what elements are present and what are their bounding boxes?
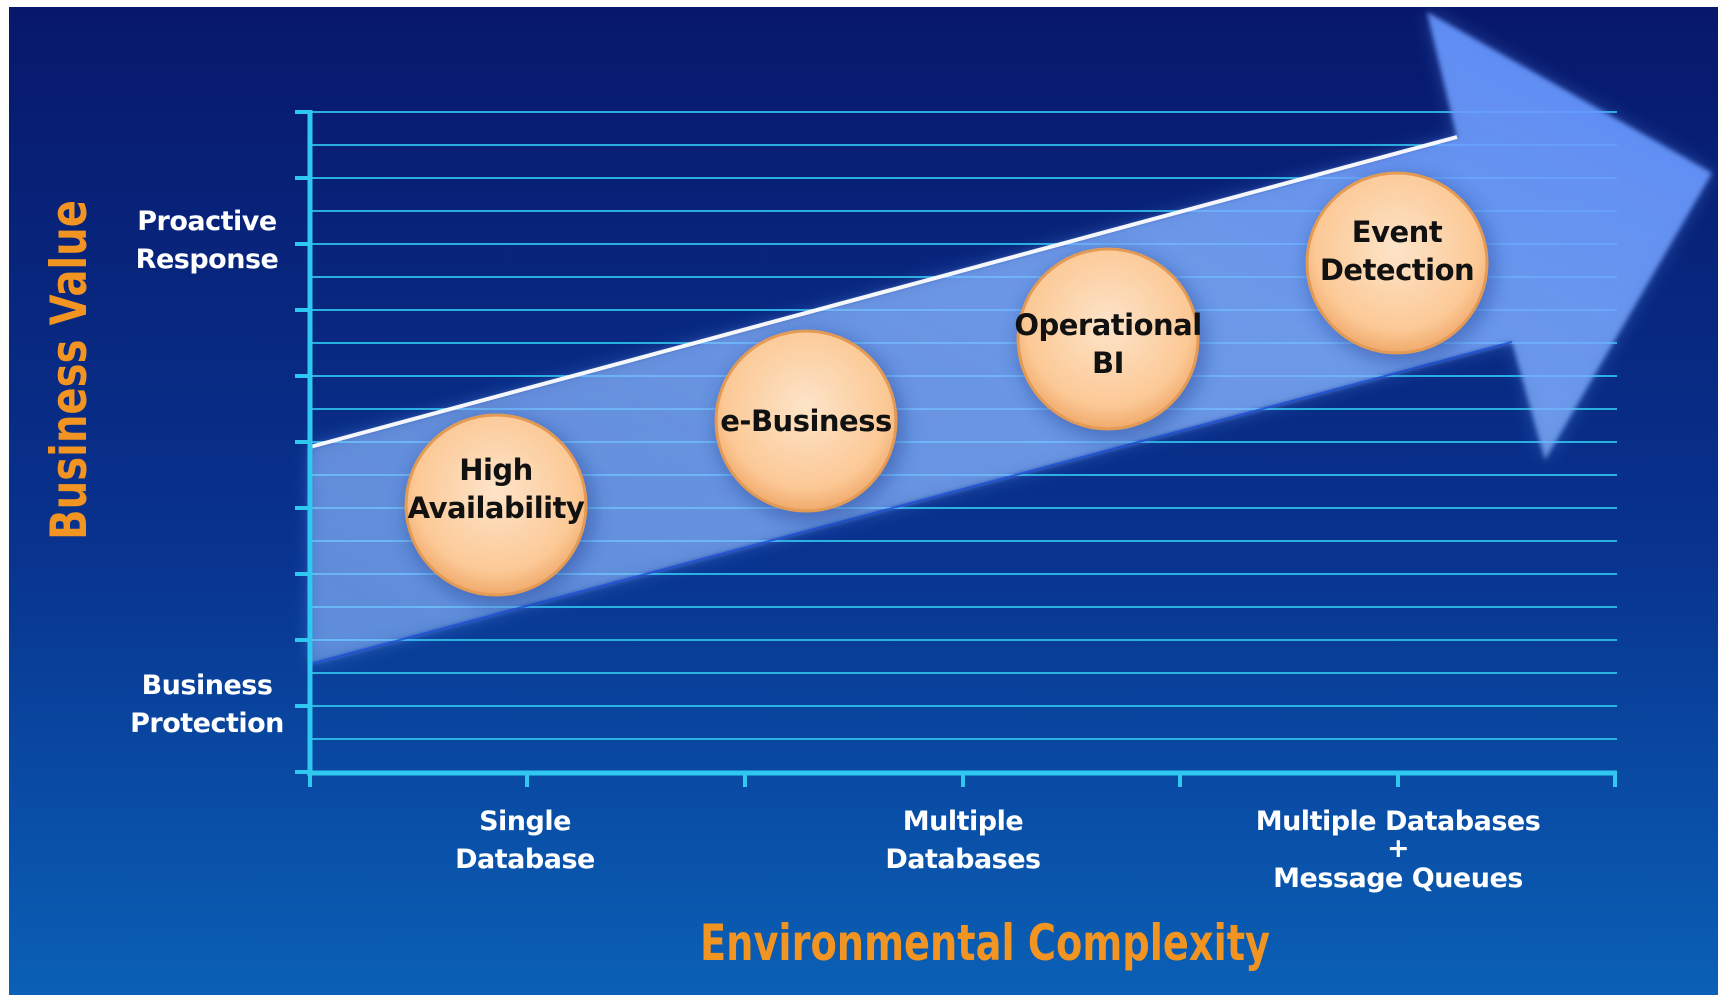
x-label-line: Multiple — [903, 806, 1023, 837]
arrow-highlight-edge — [309, 135, 1458, 449]
bubble-event-detection: Event Detection — [1305, 171, 1495, 363]
y-label-top: Proactive Response — [136, 206, 279, 275]
bubble-circle — [1016, 247, 1200, 431]
axes — [295, 110, 1617, 787]
x-label-line: Databases — [885, 844, 1040, 875]
x-label-line: + — [1387, 833, 1409, 864]
x-label-multiple: Multiple Databases — [885, 806, 1041, 875]
x-label-line: Database — [455, 844, 595, 875]
y-label-bottom: Business Protection — [130, 670, 284, 739]
x-label-single: Single Database — [455, 806, 595, 875]
y-label-line: Protection — [130, 708, 284, 739]
bubble-label-line: Operational — [1014, 308, 1201, 342]
arrow-lower-edge — [309, 341, 1513, 665]
x-axis-title: Environmental Complexity — [700, 914, 1270, 972]
bubble-label-line: High — [459, 453, 533, 487]
x-axis-labels: Single Database Multiple Databases Multiple … — [455, 806, 1541, 894]
bubble-label-line: BI — [1092, 346, 1124, 380]
growth-arrow — [309, 12, 1712, 665]
x-label-line: Multiple Databases — [1256, 806, 1541, 837]
x-label-line: Single — [479, 806, 571, 837]
bubble-e-business: e-Business — [714, 329, 904, 521]
arrow-body — [310, 12, 1712, 664]
stage-bubbles: High Availability e-Business Operational BI E… — [404, 171, 1495, 605]
bubble-circle — [1305, 171, 1489, 355]
y-label-line: Proactive — [137, 206, 276, 237]
y-label-line: Response — [136, 244, 279, 275]
y-axis-ticks — [295, 110, 312, 774]
y-axis-labels: Proactive Response Business Protection — [130, 206, 284, 739]
bubble-high-availability: High Availability — [404, 413, 594, 605]
x-label-line: Message Queues — [1273, 863, 1523, 894]
y-axis-title: Business Value — [40, 200, 98, 540]
bubble-circle — [714, 329, 898, 513]
x-axis-ticks — [308, 771, 1617, 787]
bubble-operational-bi: Operational BI — [1014, 247, 1206, 439]
bubble-label-line: Event — [1352, 215, 1443, 249]
bubble-label-line: Detection — [1320, 253, 1474, 287]
x-label-multiple-mq: Multiple Databases+Message Queues — [1256, 806, 1541, 894]
bubble-circle — [404, 413, 588, 597]
y-label-line: Business — [142, 670, 273, 701]
bubble-label-line: e-Business — [720, 404, 892, 438]
bubble-label-line: Availability — [408, 491, 585, 525]
